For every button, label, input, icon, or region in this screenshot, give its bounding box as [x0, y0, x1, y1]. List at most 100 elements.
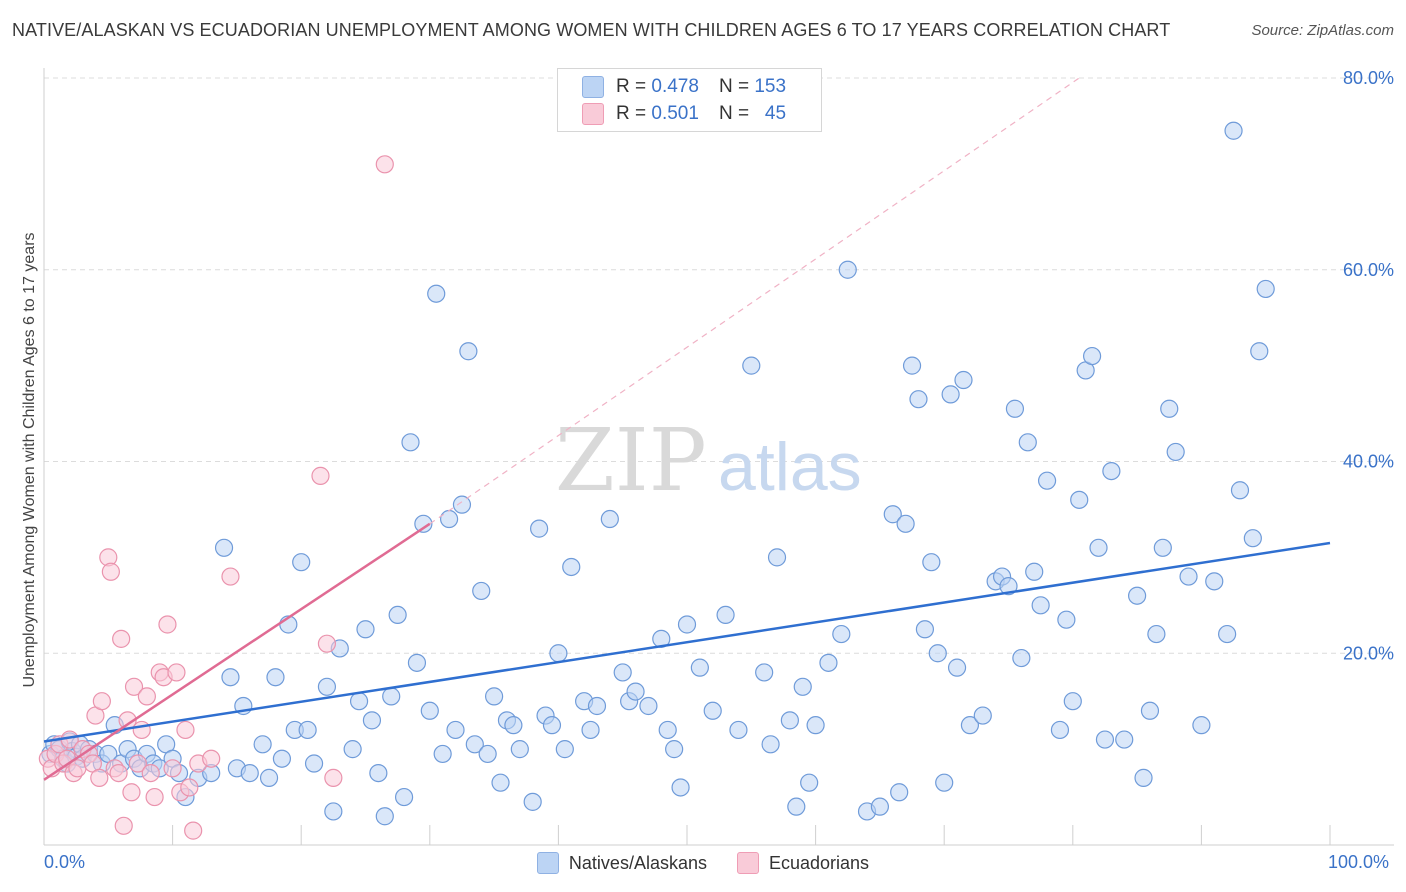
point-natives [613, 663, 632, 682]
watermark-zip: ZIP [555, 411, 707, 511]
point-natives [1057, 610, 1076, 629]
legend-r-value: 0.501 [651, 103, 699, 124]
series-natives-points [41, 121, 1275, 826]
point-natives [1050, 720, 1070, 740]
point-natives [375, 807, 394, 826]
point-natives [1012, 648, 1031, 668]
point-natives [240, 763, 259, 783]
point-natives [665, 740, 684, 759]
point-natives [1025, 562, 1044, 581]
legend-row-ecuadorians: R = 0.501 N = 45 [582, 101, 786, 127]
point-natives [401, 433, 420, 452]
point-natives [1140, 701, 1160, 720]
point-natives [549, 644, 568, 663]
point-ecuadorians [101, 562, 120, 581]
point-natives [902, 356, 922, 375]
point-natives [555, 740, 574, 759]
point-natives [317, 677, 337, 696]
point-natives [761, 735, 780, 754]
point-natives [272, 749, 292, 768]
point-natives [890, 783, 909, 802]
point-natives [915, 620, 935, 639]
point-natives [356, 620, 375, 639]
point-natives [832, 624, 851, 644]
legend-item-natives: Natives/Alaskans [536, 852, 707, 874]
point-natives [433, 744, 452, 764]
point-natives [838, 260, 857, 279]
point-natives [1192, 716, 1211, 735]
point-natives [1224, 121, 1243, 140]
point-natives [1134, 768, 1153, 787]
trend-line-ecuadorians [43, 522, 431, 781]
point-natives [324, 802, 343, 821]
point-natives [510, 740, 529, 759]
point-natives [793, 677, 812, 696]
chart-title: NATIVE/ALASKAN VS ECUADORIAN UNEMPLOYMEN… [12, 20, 1171, 40]
point-natives [999, 577, 1018, 596]
point-natives [742, 356, 761, 375]
legend-label-natives: Natives/Alaskans [568, 852, 707, 873]
legend-swatch-natives [536, 852, 559, 874]
point-natives [266, 668, 285, 687]
point-natives [504, 716, 523, 735]
point-natives [1153, 538, 1172, 557]
point-natives [626, 682, 645, 701]
point-natives [1063, 692, 1082, 711]
point-ecuadorians [221, 567, 240, 586]
point-natives [465, 735, 484, 754]
legend-r-label: R = [616, 76, 647, 97]
point-natives [767, 548, 787, 567]
point-natives [1218, 624, 1237, 644]
point-natives [420, 701, 439, 720]
point-natives [947, 658, 967, 677]
legend-item-ecuadorians: Ecuadorians [736, 852, 870, 874]
point-natives [1166, 442, 1185, 462]
point-natives [716, 605, 735, 625]
point-ecuadorians [167, 663, 186, 682]
point-ecuadorians [176, 720, 195, 740]
series-ecuadorians-points [38, 155, 394, 840]
point-natives [787, 797, 806, 816]
point-ecuadorians [128, 754, 147, 773]
y-tick-label: 80.0% [1343, 68, 1394, 88]
point-natives [369, 763, 388, 783]
point-natives [1127, 586, 1147, 605]
point-ecuadorians [184, 821, 203, 840]
point-natives [1160, 399, 1179, 418]
point-natives [253, 735, 272, 754]
point-natives [677, 615, 697, 634]
point-natives [690, 658, 709, 677]
point-natives [658, 720, 677, 740]
point-ecuadorians [124, 677, 144, 696]
point-natives [221, 668, 240, 687]
point-natives [1147, 624, 1166, 644]
point-natives [478, 744, 497, 764]
point-ecuadorians [317, 634, 337, 653]
point-natives [214, 538, 234, 557]
point-ecuadorians [90, 768, 109, 787]
point-natives [1256, 279, 1275, 299]
watermark-atlas: atlas [718, 429, 862, 505]
point-natives [870, 797, 890, 816]
legend-n-value: 45 [764, 103, 787, 124]
point-natives [1089, 538, 1108, 557]
correlation-legend: R = 0.478 N = 153 R = 0.501 N = 45 [557, 68, 822, 132]
point-natives [928, 644, 947, 663]
gridlines [44, 77, 1394, 654]
point-ecuadorians [114, 816, 133, 835]
point-natives [729, 720, 748, 740]
legend-n-label: N = [718, 103, 750, 124]
point-natives [671, 778, 690, 797]
point-natives [800, 773, 819, 792]
point-natives [581, 720, 600, 740]
point-ecuadorians [112, 629, 131, 648]
point-natives [459, 342, 478, 361]
point-natives [909, 390, 928, 409]
point-natives [1031, 596, 1050, 615]
legend-label-ecuadorians: Ecuadorians [768, 852, 870, 873]
point-natives [1250, 342, 1269, 361]
point-natives [1082, 346, 1102, 366]
point-ecuadorians [180, 778, 199, 797]
point-natives [446, 720, 465, 740]
